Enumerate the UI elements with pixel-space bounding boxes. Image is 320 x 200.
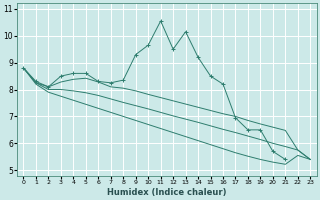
X-axis label: Humidex (Indice chaleur): Humidex (Indice chaleur) [107, 188, 227, 197]
